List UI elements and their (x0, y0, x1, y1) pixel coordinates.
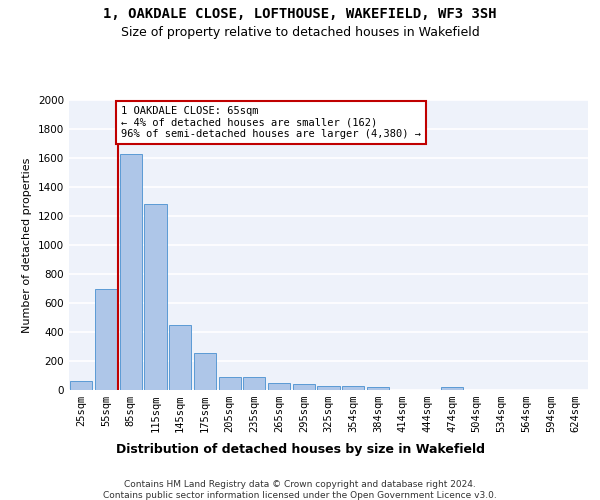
Bar (342, 386, 364, 390)
Bar (317, 386, 340, 390)
Bar (194, 353, 216, 390)
Bar (441, 388, 463, 390)
Bar (268, 383, 290, 390)
Bar (119, 154, 142, 390)
Text: 1 OAKDALE CLOSE: 65sqm
← 4% of detached houses are smaller (162)
96% of semi-det: 1 OAKDALE CLOSE: 65sqm ← 4% of detached … (121, 106, 421, 139)
Bar (293, 384, 315, 390)
Bar (145, 204, 167, 390)
Bar (243, 377, 265, 390)
Text: Contains HM Land Registry data © Crown copyright and database right 2024.: Contains HM Land Registry data © Crown c… (124, 480, 476, 489)
Text: Contains public sector information licensed under the Open Government Licence v3: Contains public sector information licen… (103, 491, 497, 500)
Text: Size of property relative to detached houses in Wakefield: Size of property relative to detached ho… (121, 26, 479, 39)
Bar (95, 289, 117, 390)
Text: Distribution of detached houses by size in Wakefield: Distribution of detached houses by size … (115, 442, 485, 456)
Text: 1, OAKDALE CLOSE, LOFTHOUSE, WAKEFIELD, WF3 3SH: 1, OAKDALE CLOSE, LOFTHOUSE, WAKEFIELD, … (103, 8, 497, 22)
Bar (70, 380, 92, 390)
Bar (367, 388, 389, 390)
Bar (169, 326, 191, 390)
Bar (218, 377, 241, 390)
Y-axis label: Number of detached properties: Number of detached properties (22, 158, 32, 332)
